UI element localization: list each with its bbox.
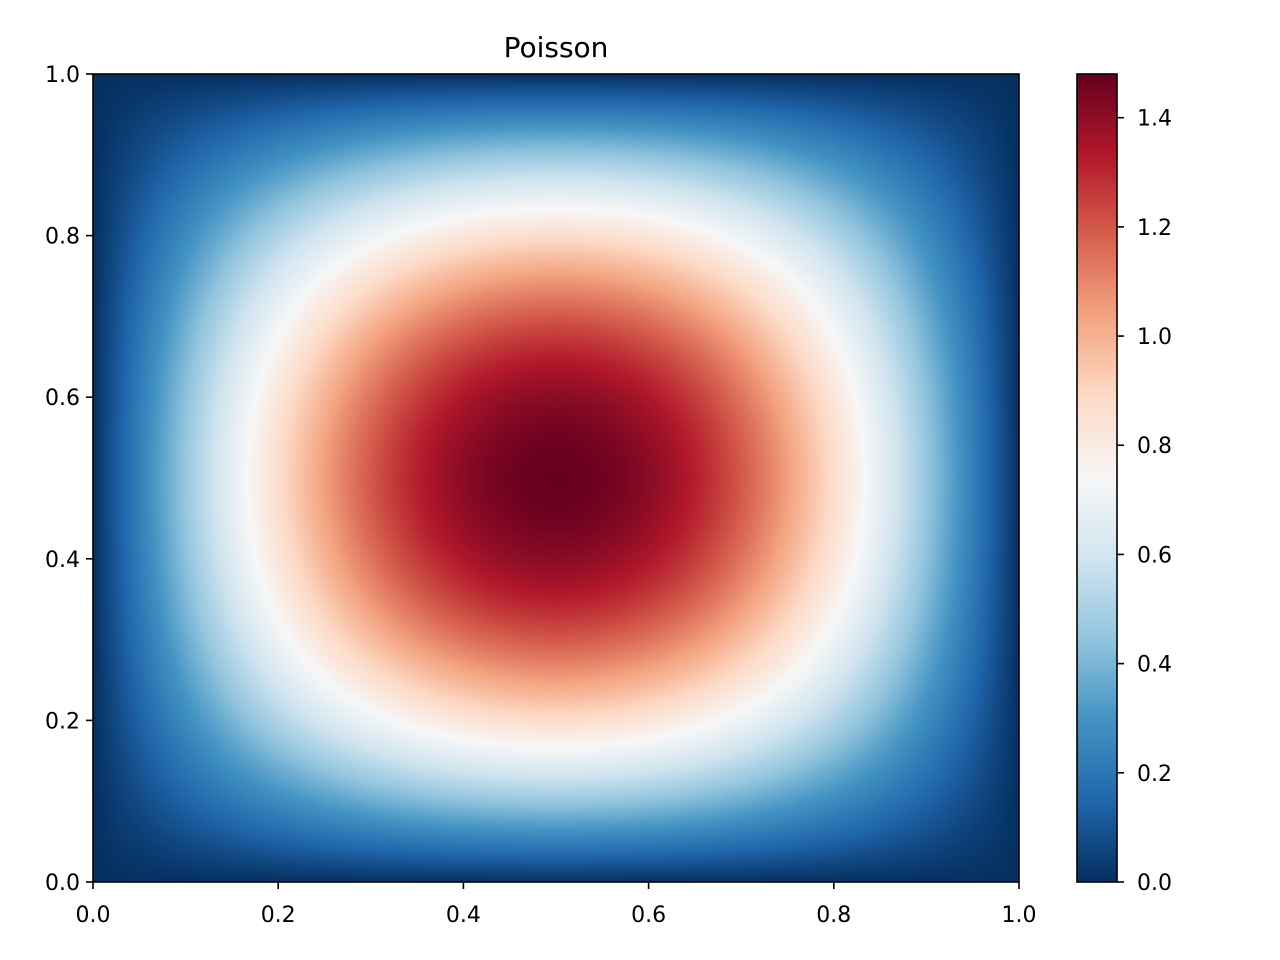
y-tick-label: 1.0 [45,63,80,88]
x-tick-label: 0.0 [76,903,111,928]
colorbar-frame [1076,73,1118,883]
x-tick-label: 0.6 [631,903,666,928]
heatmap-image [93,74,1019,882]
colorbar-tick-label: 1.4 [1137,107,1172,132]
colorbar-tick-label: 0.2 [1137,762,1172,787]
x-tick-label: 0.4 [446,903,481,928]
colorbar-tick-label: 0.4 [1137,653,1172,678]
colorbar-tick-label: 1.0 [1137,325,1172,350]
heatmap-plot-area [92,73,1020,883]
colorbar [1076,73,1118,883]
y-tick-label: 0.2 [45,709,80,734]
colorbar-tick-label: 0.8 [1137,434,1172,459]
colorbar-tick-label: 1.2 [1137,216,1172,241]
chart-title: Poisson [504,31,609,64]
y-tick-label: 0.0 [45,871,80,896]
x-tick-label: 0.8 [816,903,851,928]
x-tick-label: 0.2 [261,903,296,928]
y-axis: 0.0 0.2 0.4 0.6 0.8 1.0 [45,63,93,896]
y-tick-label: 0.6 [45,386,80,411]
y-tick-label: 0.8 [45,225,80,250]
x-tick-label: 1.0 [1002,903,1037,928]
colorbar-tick-label: 0.6 [1137,543,1172,568]
y-tick-label: 0.4 [45,548,80,573]
x-axis: 0.0 0.2 0.4 0.6 0.8 1.0 [76,882,1037,928]
colorbar-tick-label: 0.0 [1137,871,1172,896]
plot-frame [92,73,1020,883]
colorbar-gradient [1077,74,1117,882]
colorbar-axis: 0.0 0.2 0.4 0.6 0.8 1.0 1.2 1.4 [1117,107,1172,896]
